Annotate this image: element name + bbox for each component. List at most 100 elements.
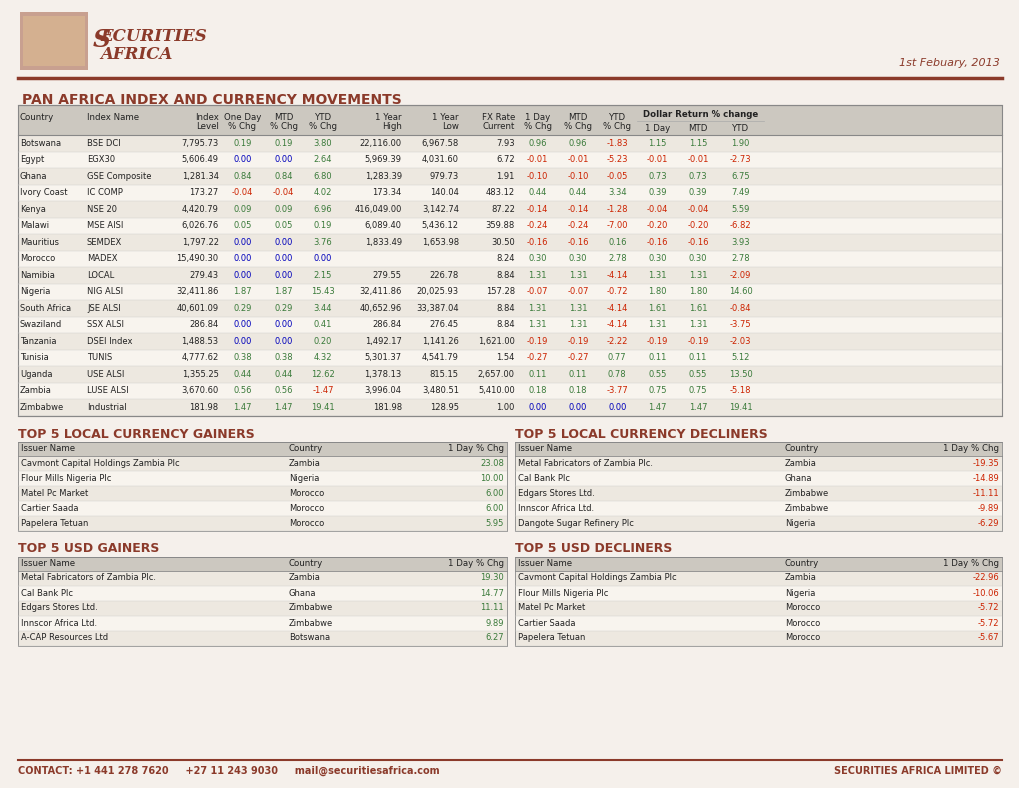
Text: 4,541.79: 4,541.79: [422, 353, 459, 362]
Text: 1 Day % Chg: 1 Day % Chg: [943, 444, 998, 453]
Text: -5.18: -5.18: [730, 386, 751, 396]
Text: 3,142.74: 3,142.74: [422, 205, 459, 214]
Text: 1.47: 1.47: [648, 403, 666, 412]
Text: Morocco: Morocco: [785, 634, 819, 642]
Text: 157.28: 157.28: [485, 288, 515, 296]
Text: Zimbabwe: Zimbabwe: [785, 489, 828, 497]
Text: 87.22: 87.22: [490, 205, 515, 214]
Text: 0.11: 0.11: [528, 370, 546, 379]
Text: 6,089.40: 6,089.40: [365, 221, 401, 230]
Text: 1.80: 1.80: [648, 288, 666, 296]
Text: Metal Fabricators of Zambia Plc.: Metal Fabricators of Zambia Plc.: [21, 574, 156, 582]
Text: 0.78: 0.78: [607, 370, 626, 379]
Text: 483.12: 483.12: [485, 188, 515, 197]
Text: -0.07: -0.07: [567, 288, 588, 296]
Text: 1.00: 1.00: [496, 403, 515, 412]
Text: CONTACT: +1 441 278 7620     +27 11 243 9030     mail@securitiesafrica.com: CONTACT: +1 441 278 7620 +27 11 243 9030…: [18, 766, 439, 776]
Text: Cal Bank Plc: Cal Bank Plc: [21, 589, 73, 597]
Text: -7.00: -7.00: [606, 221, 628, 230]
Text: 5,301.37: 5,301.37: [364, 353, 401, 362]
Text: -0.07: -0.07: [526, 288, 548, 296]
Text: -2.09: -2.09: [730, 271, 751, 280]
Text: 1.47: 1.47: [274, 403, 292, 412]
Text: PAN AFRICA INDEX AND CURRENCY MOVEMENTS: PAN AFRICA INDEX AND CURRENCY MOVEMENTS: [22, 93, 401, 107]
Text: 0.00: 0.00: [607, 403, 626, 412]
Text: Issuer Name: Issuer Name: [518, 444, 572, 453]
Text: 0.84: 0.84: [233, 172, 252, 180]
Text: 0.00: 0.00: [274, 238, 292, 247]
Text: 3.80: 3.80: [314, 139, 332, 148]
Text: -0.19: -0.19: [646, 336, 667, 346]
Text: 2.78: 2.78: [731, 255, 749, 263]
Text: 1.87: 1.87: [274, 288, 292, 296]
Text: 10.00: 10.00: [480, 474, 503, 482]
Text: JSE ALSI: JSE ALSI: [87, 303, 120, 313]
Bar: [515, 630, 1001, 645]
Bar: [18, 105, 1001, 415]
Text: 1 Day: 1 Day: [525, 113, 549, 122]
Text: 815.15: 815.15: [429, 370, 459, 379]
Text: ECURITIES: ECURITIES: [100, 28, 207, 45]
Text: Matel Pc Market: Matel Pc Market: [518, 604, 585, 612]
Text: 19.41: 19.41: [729, 403, 752, 412]
Bar: [18, 201, 1001, 217]
Text: % Chg: % Chg: [228, 122, 256, 131]
Text: 1.31: 1.31: [568, 303, 587, 313]
Bar: [18, 585, 506, 600]
Text: One Day: One Day: [223, 113, 261, 122]
Text: 3.76: 3.76: [314, 238, 332, 247]
Text: Kenya: Kenya: [20, 205, 46, 214]
Text: SEMDEX: SEMDEX: [87, 238, 122, 247]
Text: 1.15: 1.15: [648, 139, 666, 148]
Text: 0.19: 0.19: [314, 221, 332, 230]
Text: Nigeria: Nigeria: [20, 288, 50, 296]
Text: Zambia: Zambia: [288, 574, 321, 582]
Text: Index Name: Index Name: [87, 113, 139, 122]
Text: 15.43: 15.43: [311, 288, 334, 296]
Text: 0.00: 0.00: [233, 320, 252, 329]
Text: EGX30: EGX30: [87, 155, 115, 164]
Bar: [515, 441, 1001, 530]
Text: 32,411.86: 32,411.86: [176, 288, 218, 296]
Text: 3,670.60: 3,670.60: [181, 386, 218, 396]
Text: Morocco: Morocco: [288, 489, 324, 497]
Text: % Chg: % Chg: [523, 122, 551, 131]
Text: 0.00: 0.00: [569, 403, 587, 412]
Bar: [515, 571, 1001, 585]
Text: 279.43: 279.43: [190, 271, 218, 280]
Text: LUSE ALSI: LUSE ALSI: [87, 386, 128, 396]
Text: 7.93: 7.93: [496, 139, 515, 148]
Text: 8.84: 8.84: [496, 271, 515, 280]
Text: 0.30: 0.30: [688, 255, 706, 263]
Text: 2.64: 2.64: [314, 155, 332, 164]
Text: Cartier Saada: Cartier Saada: [21, 504, 78, 512]
Text: 11.11: 11.11: [480, 604, 503, 612]
Text: Flour Mills Nigeria Plc: Flour Mills Nigeria Plc: [518, 589, 607, 597]
Text: -0.16: -0.16: [687, 238, 708, 247]
Text: -0.19: -0.19: [567, 336, 588, 346]
Text: Country: Country: [785, 559, 818, 568]
Text: Cavmont Capital Holdings Zambia Plc: Cavmont Capital Holdings Zambia Plc: [21, 459, 179, 467]
Text: 1,283.39: 1,283.39: [364, 172, 401, 180]
Text: 416,049.00: 416,049.00: [354, 205, 401, 214]
Text: 1 Day: 1 Day: [644, 124, 669, 133]
Bar: [18, 251, 1001, 267]
Text: TOP 5 USD GAINERS: TOP 5 USD GAINERS: [18, 542, 159, 556]
Text: 0.39: 0.39: [688, 188, 706, 197]
Text: Country: Country: [785, 444, 818, 453]
Text: 1,355.25: 1,355.25: [181, 370, 218, 379]
Text: -0.04: -0.04: [231, 188, 253, 197]
Text: 6.00: 6.00: [485, 504, 503, 512]
Text: -0.24: -0.24: [527, 221, 547, 230]
Bar: [18, 556, 506, 645]
Text: 0.44: 0.44: [233, 370, 252, 379]
Text: -2.22: -2.22: [606, 336, 628, 346]
Text: 0.00: 0.00: [274, 155, 292, 164]
Text: 9.89: 9.89: [485, 619, 503, 627]
Text: 0.18: 0.18: [568, 386, 587, 396]
Text: 3.93: 3.93: [731, 238, 749, 247]
Text: -0.01: -0.01: [646, 155, 667, 164]
Text: Dollar Return % change: Dollar Return % change: [642, 110, 757, 119]
Text: 0.00: 0.00: [274, 255, 292, 263]
Text: -0.27: -0.27: [567, 353, 588, 362]
